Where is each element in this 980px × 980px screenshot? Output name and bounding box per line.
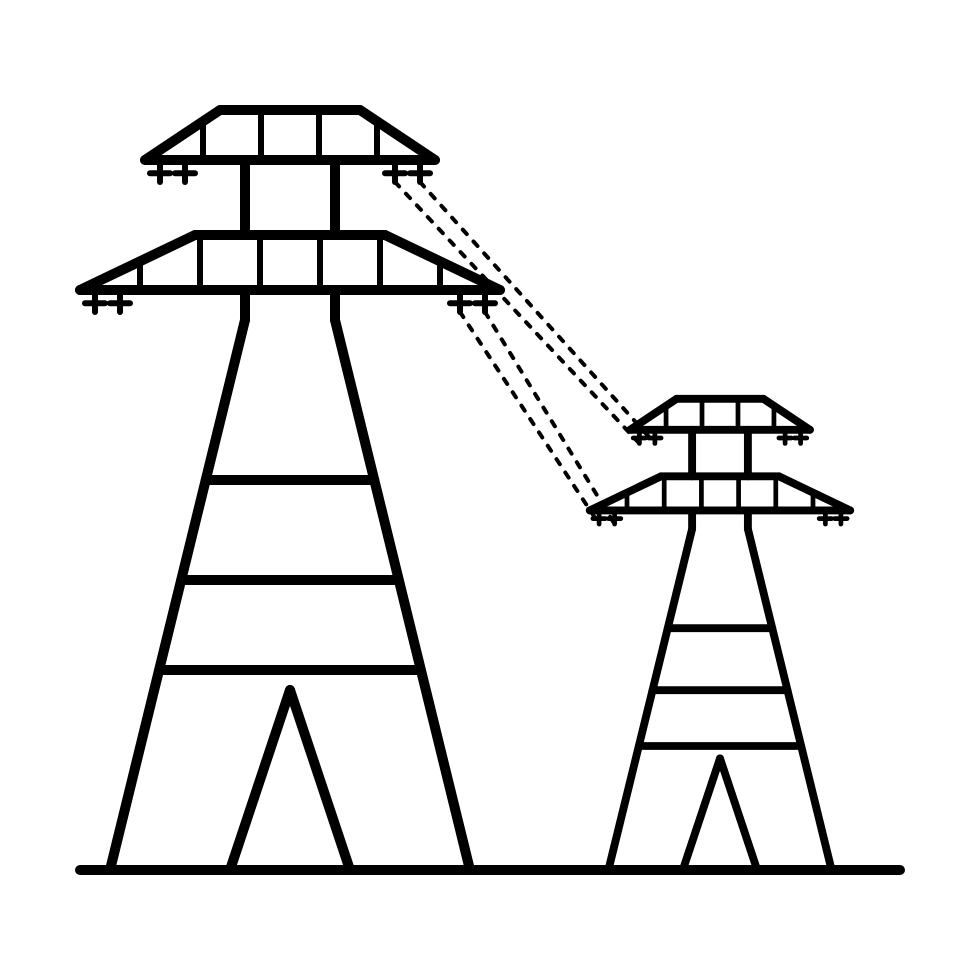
power-line <box>485 312 615 524</box>
large-tower <box>80 110 500 870</box>
power-line <box>395 182 639 443</box>
small-tower <box>590 399 850 870</box>
power-line <box>460 312 599 524</box>
transmission-towers-diagram <box>0 0 980 980</box>
power-line <box>420 182 655 443</box>
power-lines <box>395 182 655 524</box>
